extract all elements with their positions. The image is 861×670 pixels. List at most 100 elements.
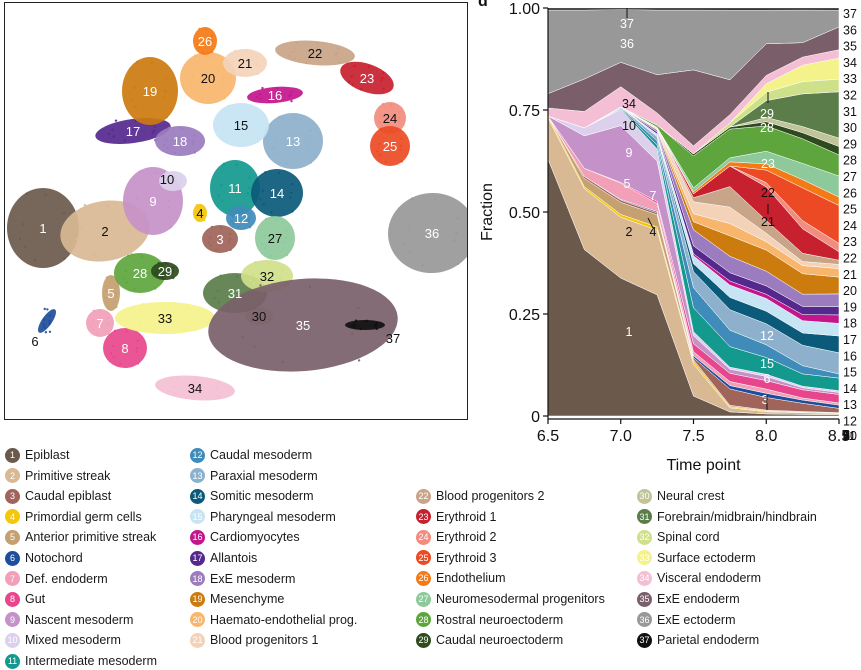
legend-item-6: 6 Notochord: [5, 549, 83, 567]
right-label-11: 11: [843, 429, 856, 443]
legend-swatch: 26: [416, 570, 431, 586]
umap-label-8: 8: [121, 341, 128, 356]
right-label-34: 34: [843, 56, 857, 70]
umap-label-27: 27: [268, 231, 282, 246]
y-axis-title: Fraction: [479, 183, 496, 241]
umap-label-1: 1: [39, 221, 46, 236]
umap-label-24: 24: [383, 111, 397, 126]
legend-item-37: 37 Parietal endoderm: [637, 631, 759, 649]
umap-label-37: 37: [386, 331, 400, 346]
legend-label: Pharyngeal mesoderm: [210, 509, 336, 524]
umap-label-9: 9: [149, 194, 156, 209]
legend-swatch: 16: [190, 529, 205, 545]
umap-cluster-14: [251, 169, 303, 217]
legend-label: Erythroid 1: [436, 509, 497, 524]
legend-item-10: 10 Mixed mesoderm: [5, 631, 121, 649]
legend-label: Haemato-endothelial prog.: [210, 612, 358, 627]
legend-label: Mixed mesoderm: [25, 633, 121, 648]
panel-letter: d: [478, 0, 488, 10]
umap-scatter: 1 234567891011121314151617181920212223242…: [7, 27, 467, 401]
right-label-7: 7: [843, 429, 850, 443]
umap-label-13: 13: [286, 134, 300, 149]
umap-cluster-5: [102, 275, 120, 311]
right-label-32: 32: [843, 89, 857, 103]
inline-label-3: 3: [762, 393, 769, 407]
right-label-33: 33: [843, 72, 857, 86]
legend-item-4: 4 Primordial germ cells: [5, 508, 142, 526]
umap-cluster-29: [151, 262, 179, 280]
legend-item-12: 12 Caudal mesoderm: [190, 446, 312, 464]
legend-swatch: 24: [416, 529, 431, 545]
legend-label: Somitic mesoderm: [210, 489, 314, 504]
umap-cluster-19: [122, 57, 178, 125]
legend-swatch: 5: [5, 529, 20, 545]
umap-cluster-3: [202, 225, 238, 253]
legend-label: Epiblast: [25, 448, 70, 462]
legend-label: ExE ectoderm: [657, 612, 736, 627]
umap-cluster-1: [7, 188, 79, 268]
right-label-9: 9: [843, 429, 850, 443]
right-label-24: 24: [843, 219, 857, 233]
umap-cluster-26: [193, 27, 217, 55]
umap-label-25: 25: [383, 139, 397, 154]
umap-label-28: 28: [133, 266, 147, 281]
legend-swatch: 32: [637, 529, 652, 545]
stacked-area-chart: d 0 0.25 0.50 0.75 1.00 6.5 7.0 7.5 8.0 8.5 Time po…: [478, 0, 857, 474]
legend-label: Caudal epiblast: [25, 489, 112, 504]
umap-cluster-20: [180, 52, 236, 104]
legend-label: Def. endoderm: [25, 571, 108, 586]
umap-cluster-25: [370, 126, 410, 166]
y-tick-label: 0.25: [509, 307, 540, 324]
legend-item-34: 34 Visceral endoderm: [637, 569, 761, 587]
legend-item-15: 15 Pharyngeal mesoderm: [190, 508, 336, 526]
legend-item-32: 32 Spinal cord: [637, 528, 720, 546]
umap-cluster-6: [37, 307, 57, 334]
umap-label-15: 15: [234, 118, 248, 133]
y-tick-label: 0.75: [509, 103, 540, 120]
umap-cluster-21: [223, 49, 267, 77]
inline-label-23: 23: [761, 157, 775, 171]
umap-label-36: 36: [425, 226, 439, 241]
legend-label: Rostral neuroectoderm: [436, 612, 564, 627]
inline-label-21: 21: [761, 215, 775, 229]
legend-item-20: 20 Haemato-endothelial prog.: [190, 611, 357, 629]
legend-label: Surface ectoderm: [657, 550, 756, 565]
legend-swatch: 1: [5, 447, 20, 463]
legend-label: Allantois: [210, 551, 258, 565]
umap-label-2: 2: [101, 224, 108, 239]
legend-swatch: 4: [5, 509, 20, 525]
umap-label-10: 10: [160, 172, 174, 187]
umap-cluster-22: [275, 40, 355, 66]
umap-label-35: 35: [296, 318, 310, 333]
x-tick-label: 6.5: [537, 428, 559, 445]
right-label-21: 21: [843, 268, 857, 282]
legend-label: Primitive streak: [25, 468, 111, 483]
area-layers: [547, 7, 840, 417]
x-tick-label: 7.5: [682, 428, 704, 445]
umap-label-23: 23: [360, 71, 374, 86]
legend-item-21: 21 Blood progenitors 1: [190, 631, 318, 649]
legend-swatch: 36: [637, 612, 652, 628]
legend-item-27: 27 Neuromesodermal progenitors: [416, 590, 605, 608]
legend-item-33: 33 Surface ectoderm: [637, 549, 756, 567]
umap-cluster-27: [255, 216, 295, 260]
umap-cluster-13: [263, 113, 323, 169]
legend-item-17: 17 Allantois: [190, 549, 257, 567]
right-label-25: 25: [843, 203, 857, 217]
legend-swatch: 12: [190, 447, 205, 463]
right-label-18: 18: [843, 317, 857, 331]
legend-swatch: 28: [416, 612, 431, 628]
right-label-23: 23: [843, 235, 857, 249]
umap-embedding-panel: 1 2 3 4 5 6 7 8 9 10 11 12 13 14 15 16 17 18 19 20 21 22 23 24 2…: [4, 2, 468, 420]
legend-swatch: 35: [637, 591, 652, 607]
x-tick-label: 8.0: [755, 428, 777, 445]
legend-swatch: 6: [5, 550, 20, 566]
legend-item-29: 29 Caudal neuroectoderm: [416, 631, 563, 649]
umap-cluster-18: [155, 126, 205, 156]
umap-label-7: 7: [96, 316, 103, 331]
legend-item-9: 9 Nascent mesoderm: [5, 611, 133, 629]
right-label-17: 17: [843, 333, 857, 347]
inline-label-34: 34: [622, 97, 636, 111]
legend-item-22: 22 Blood progenitors 2: [416, 487, 544, 505]
